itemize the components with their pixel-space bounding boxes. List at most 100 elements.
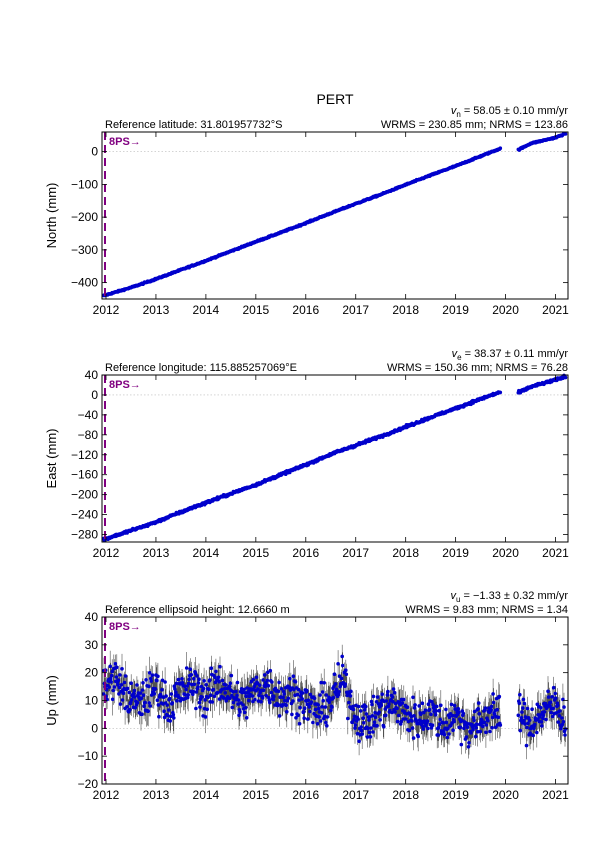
y-axis-label: East (mm) xyxy=(44,429,59,489)
data-point xyxy=(316,703,320,707)
data-point xyxy=(531,733,535,738)
data-point xyxy=(320,705,325,709)
data-point xyxy=(416,734,421,739)
data-point xyxy=(478,729,483,734)
data-point xyxy=(445,735,450,740)
data-point xyxy=(140,712,144,716)
equipment-change-label: 8PS→ xyxy=(109,379,141,391)
data-point xyxy=(462,726,466,731)
data-point xyxy=(306,698,311,702)
data-point xyxy=(312,696,317,701)
data-point xyxy=(209,693,213,697)
y-tick-label: −240 xyxy=(71,508,98,522)
data-point xyxy=(496,715,501,720)
data-point xyxy=(491,700,496,705)
data-point xyxy=(486,719,490,723)
data-point xyxy=(344,668,348,672)
data-point xyxy=(373,710,377,715)
x-tick-label: 2013 xyxy=(143,546,170,560)
data-point xyxy=(329,708,333,713)
y-tick-label: −280 xyxy=(71,528,98,542)
data-point xyxy=(563,727,568,731)
data-point xyxy=(352,717,356,722)
data-point xyxy=(195,674,199,678)
data-point xyxy=(253,697,257,702)
reference-text: Reference latitude: 31.801957732°S xyxy=(105,119,282,131)
data-point xyxy=(282,699,287,703)
data-point xyxy=(444,707,448,712)
data-point xyxy=(206,695,210,699)
x-tick-label: 2020 xyxy=(492,788,519,802)
data-point xyxy=(227,684,232,689)
data-point xyxy=(129,698,134,702)
data-point xyxy=(196,685,200,689)
data-point xyxy=(395,719,400,724)
data-point xyxy=(133,706,138,710)
data-point xyxy=(133,695,137,699)
data-point xyxy=(521,706,525,710)
stats-text: WRMS = 230.85 mm; NRMS = 123.86 xyxy=(381,119,568,131)
data-point xyxy=(467,741,471,745)
data-point xyxy=(382,724,386,729)
data-points xyxy=(101,373,568,543)
data-point xyxy=(197,700,202,705)
y-tick-label: 20 xyxy=(85,666,99,680)
data-point xyxy=(301,710,306,714)
y-tick-label: 0 xyxy=(91,145,98,159)
data-point xyxy=(484,730,488,735)
data-point xyxy=(368,735,373,739)
data-point xyxy=(379,703,384,708)
data-point xyxy=(548,704,552,708)
data-point xyxy=(359,728,364,733)
x-tick-label: 2021 xyxy=(542,546,569,560)
data-point xyxy=(319,680,324,685)
data-point xyxy=(393,701,398,706)
data-point xyxy=(318,719,323,723)
data-point xyxy=(305,688,309,693)
data-point xyxy=(471,727,475,732)
data-point xyxy=(521,697,526,702)
data-point xyxy=(234,689,238,694)
x-tick-label: 2018 xyxy=(392,546,419,560)
data-point xyxy=(466,745,471,749)
data-point xyxy=(184,666,189,670)
data-point xyxy=(436,733,441,737)
data-point xyxy=(152,692,157,696)
data-point xyxy=(563,375,568,380)
data-point xyxy=(474,722,479,726)
data-point xyxy=(308,692,313,697)
data-point xyxy=(399,719,404,724)
data-point xyxy=(358,709,363,713)
data-point xyxy=(539,720,544,724)
data-point xyxy=(148,704,152,708)
panel-north: Reference latitude: 31.801957732°S WRMS =… xyxy=(44,105,569,317)
data-point xyxy=(498,390,503,395)
data-point xyxy=(456,706,461,711)
data-point xyxy=(444,720,449,725)
data-point xyxy=(259,699,263,704)
data-point xyxy=(197,677,201,681)
data-point xyxy=(300,697,305,701)
data-point xyxy=(192,676,196,681)
data-point xyxy=(176,677,181,682)
data-point xyxy=(231,690,235,694)
data-point xyxy=(153,687,158,691)
data-point xyxy=(551,706,555,711)
panel-east: Reference longitude: 115.885257069°E WRMS… xyxy=(44,348,569,560)
data-point xyxy=(351,704,355,709)
data-point xyxy=(302,716,307,721)
data-point xyxy=(524,743,529,748)
data-point xyxy=(146,709,150,713)
data-point xyxy=(160,688,164,692)
data-point xyxy=(429,726,434,730)
y-tick-label: −80 xyxy=(78,428,99,442)
data-point xyxy=(171,712,176,717)
data-point xyxy=(429,712,433,717)
data-point xyxy=(498,723,503,727)
y-axis-label: Up (mm) xyxy=(44,675,59,726)
data-point xyxy=(331,695,336,700)
data-point xyxy=(142,704,146,708)
data-point xyxy=(353,723,358,727)
data-point xyxy=(266,683,271,688)
data-point xyxy=(170,701,175,705)
